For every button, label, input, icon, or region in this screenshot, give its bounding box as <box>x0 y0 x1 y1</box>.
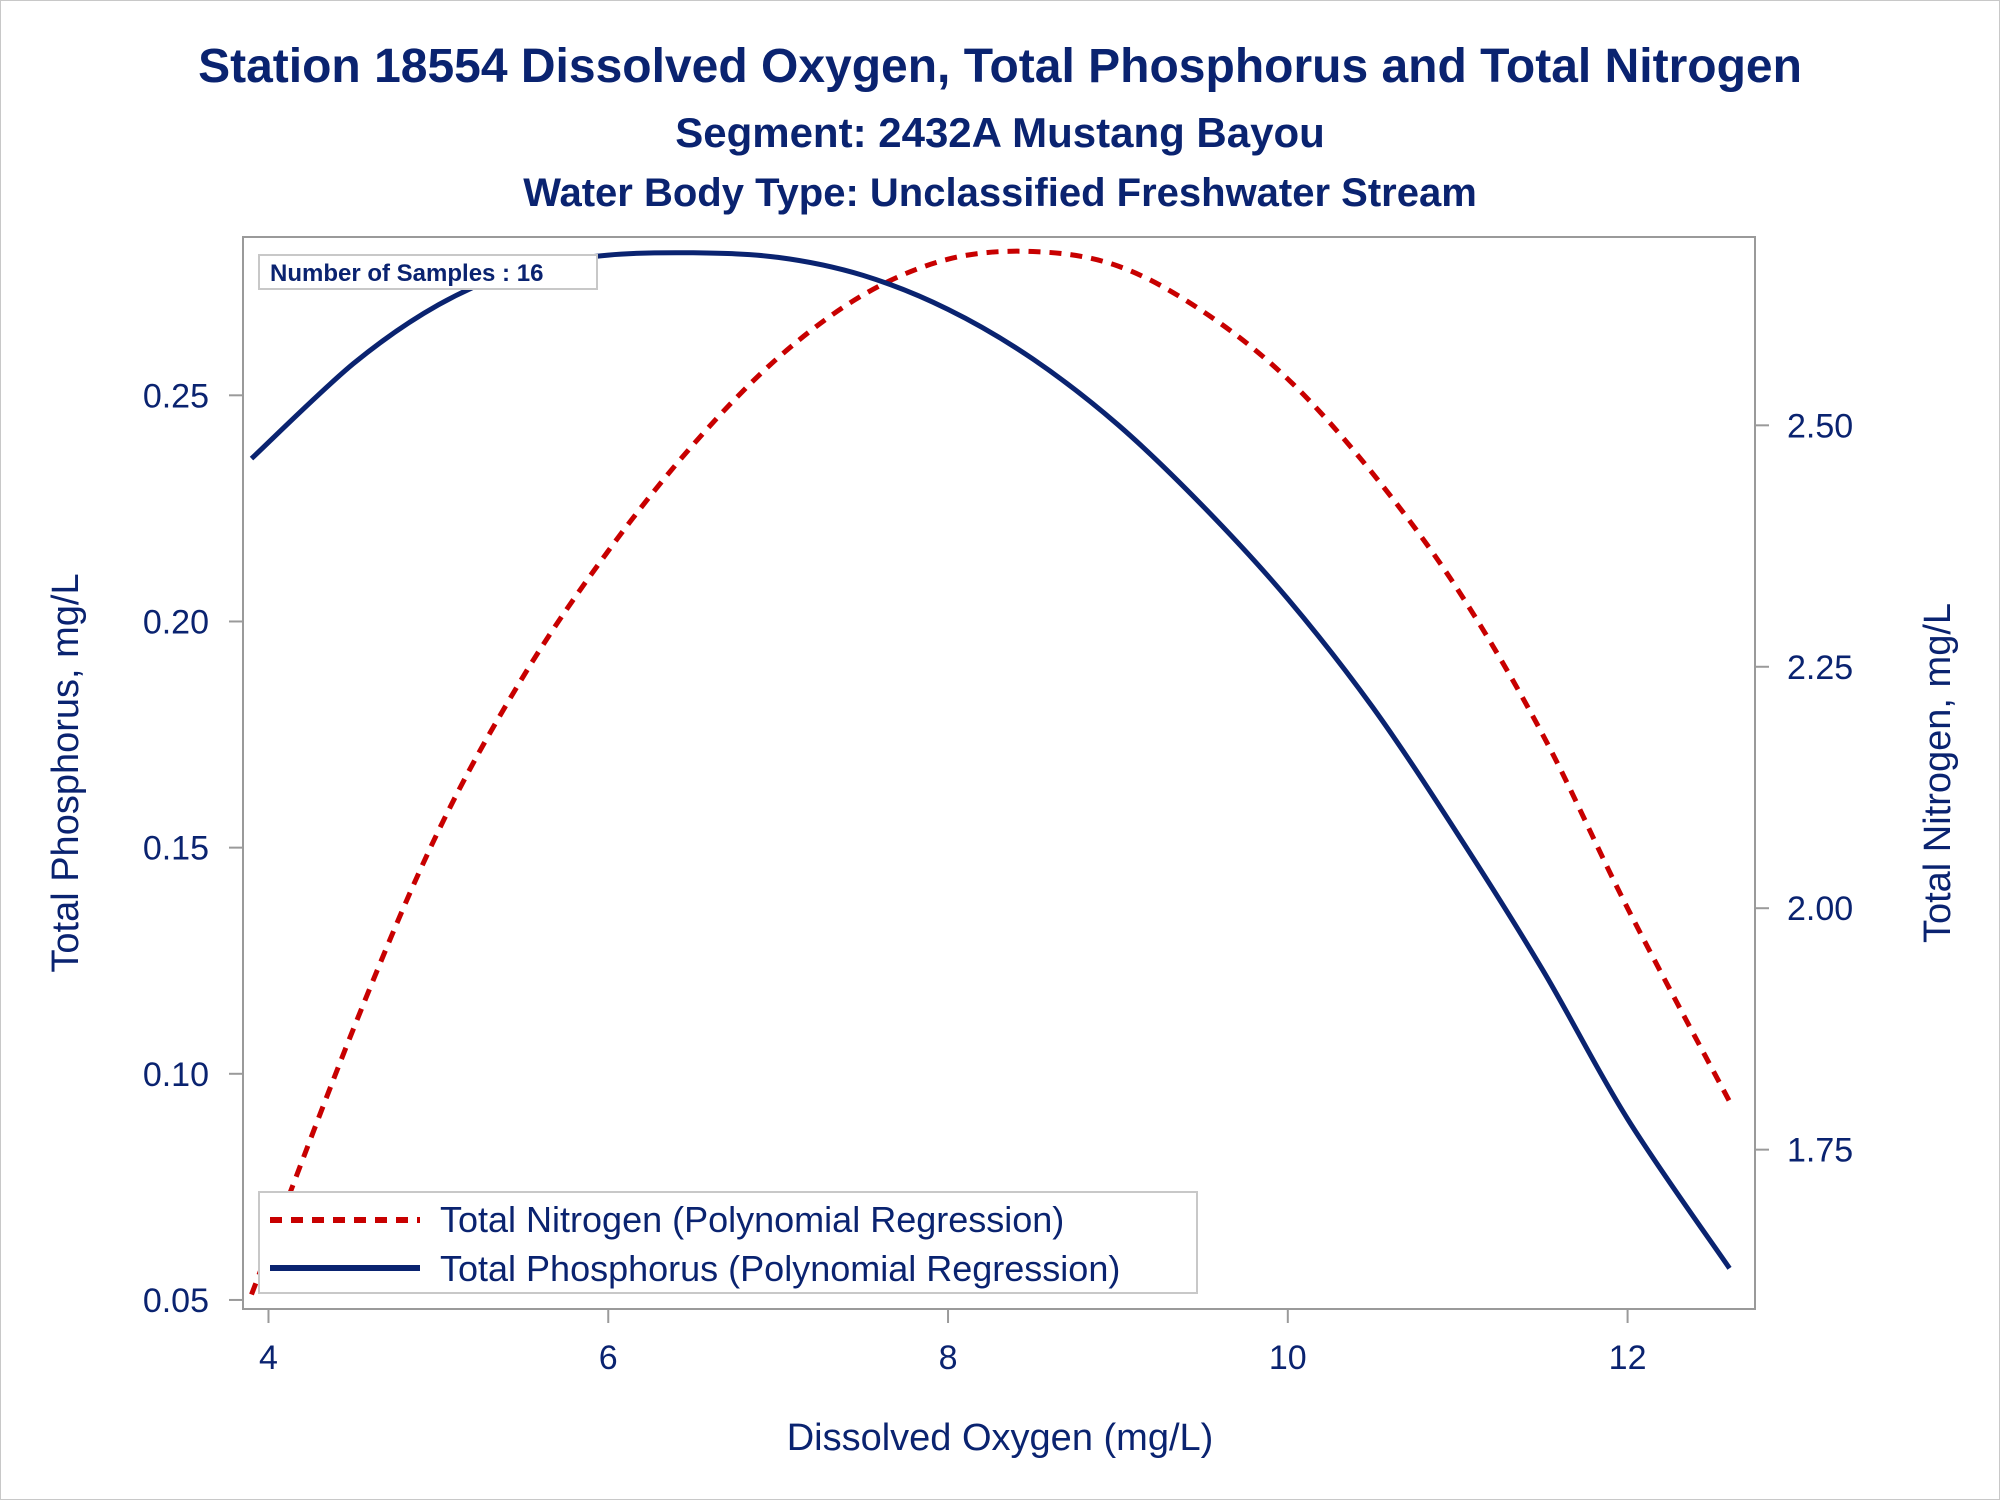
y-right-axis-label: Total Nitrogen, mg/L <box>1917 603 1959 943</box>
x-axis-ticks: 4 6 8 10 12 <box>259 1309 1646 1377</box>
legend-label-phosphorus: Total Phosphorus (Polynomial Regression) <box>440 1248 1120 1289</box>
legend-label-nitrogen: Total Nitrogen (Polynomial Regression) <box>440 1199 1064 1240</box>
y-right-tick-label: 2.25 <box>1787 649 1853 687</box>
y-left-axis-label: Total Phosphorus, mg/L <box>45 573 87 972</box>
x-tick-label: 8 <box>939 1339 958 1377</box>
y-left-tick-label: 0.10 <box>143 1056 209 1094</box>
x-tick-label: 12 <box>1609 1339 1647 1377</box>
y-left-axis-ticks: 0.05 0.10 0.15 0.20 0.25 <box>143 377 243 1320</box>
sample-count-label: Number of Samples : 16 <box>270 260 543 287</box>
chart-title: Station 18554 Dissolved Oxygen, Total Ph… <box>198 40 1802 93</box>
x-tick-label: 6 <box>599 1339 618 1377</box>
chart-subtitle-2: Water Body Type: Unclassified Freshwater… <box>523 171 1477 215</box>
y-right-tick-label: 1.75 <box>1787 1132 1853 1170</box>
y-right-axis-ticks: 1.75 2.00 2.25 2.50 <box>1755 407 1853 1170</box>
x-tick-label: 10 <box>1269 1339 1307 1377</box>
series-line-nitrogen <box>249 248 1732 1296</box>
chart-subtitle: Segment: 2432A Mustang Bayou <box>675 109 1325 156</box>
series-layer <box>249 248 1732 1296</box>
sample-count-box <box>258 254 598 290</box>
legend: Total Nitrogen (Polynomial Regression) T… <box>258 1191 1198 1294</box>
y-right-tick-label: 2.00 <box>1787 890 1853 928</box>
x-axis-label: Dissolved Oxygen (mg/L) <box>787 1417 1214 1459</box>
plot-area <box>242 236 1756 1310</box>
y-left-tick-label: 0.15 <box>143 830 209 868</box>
y-left-tick-label: 0.20 <box>143 603 209 641</box>
y-left-tick-label: 0.05 <box>143 1282 209 1320</box>
x-tick-label: 4 <box>259 1339 278 1377</box>
legend-box <box>258 1191 1198 1294</box>
y-right-tick-label: 2.50 <box>1787 407 1853 445</box>
y-left-tick-label: 0.25 <box>143 377 209 415</box>
